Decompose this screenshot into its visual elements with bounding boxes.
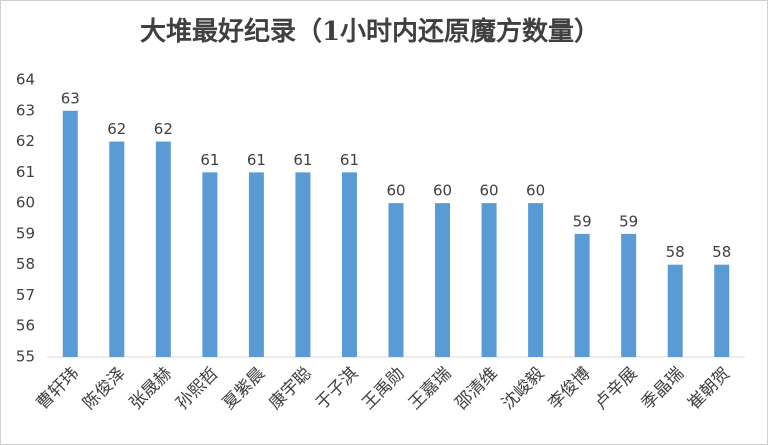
data-label: 61 xyxy=(200,151,219,169)
bar xyxy=(481,203,497,357)
data-label: 59 xyxy=(619,212,638,230)
bar xyxy=(109,141,125,357)
bar xyxy=(62,110,78,358)
data-label: 63 xyxy=(61,89,80,107)
y-tick-label: 61 xyxy=(16,163,35,181)
chart-title: 大堆最好纪录（1小时内还原魔方数量） xyxy=(140,16,600,47)
bar xyxy=(667,264,683,357)
bar xyxy=(574,233,590,357)
data-label: 60 xyxy=(386,182,405,200)
bar xyxy=(202,172,218,357)
y-tick-label: 63 xyxy=(16,101,35,119)
data-label: 60 xyxy=(480,182,499,200)
y-tick-label: 56 xyxy=(16,317,35,335)
bar xyxy=(155,141,171,357)
y-tick-label: 55 xyxy=(16,348,35,366)
y-tick-label: 59 xyxy=(16,224,35,242)
data-label: 61 xyxy=(247,151,266,169)
bar xyxy=(388,203,404,357)
y-tick-label: 62 xyxy=(16,132,35,150)
y-tick-label: 57 xyxy=(16,286,35,304)
y-tick-label: 60 xyxy=(16,194,35,212)
data-label: 60 xyxy=(526,182,545,200)
bar xyxy=(341,172,357,357)
bar xyxy=(435,203,451,357)
data-label: 61 xyxy=(293,151,312,169)
data-label: 60 xyxy=(433,182,452,200)
data-label: 58 xyxy=(712,243,731,261)
bar xyxy=(621,233,637,357)
bar xyxy=(295,172,311,357)
data-label: 58 xyxy=(666,243,685,261)
y-tick-label: 58 xyxy=(16,255,35,273)
bar xyxy=(528,203,544,357)
data-label: 61 xyxy=(340,151,359,169)
data-label: 62 xyxy=(107,120,126,138)
data-label: 59 xyxy=(573,212,592,230)
y-tick-label: 64 xyxy=(16,71,35,89)
bar xyxy=(248,172,264,357)
data-label: 62 xyxy=(154,120,173,138)
bar xyxy=(714,264,730,357)
